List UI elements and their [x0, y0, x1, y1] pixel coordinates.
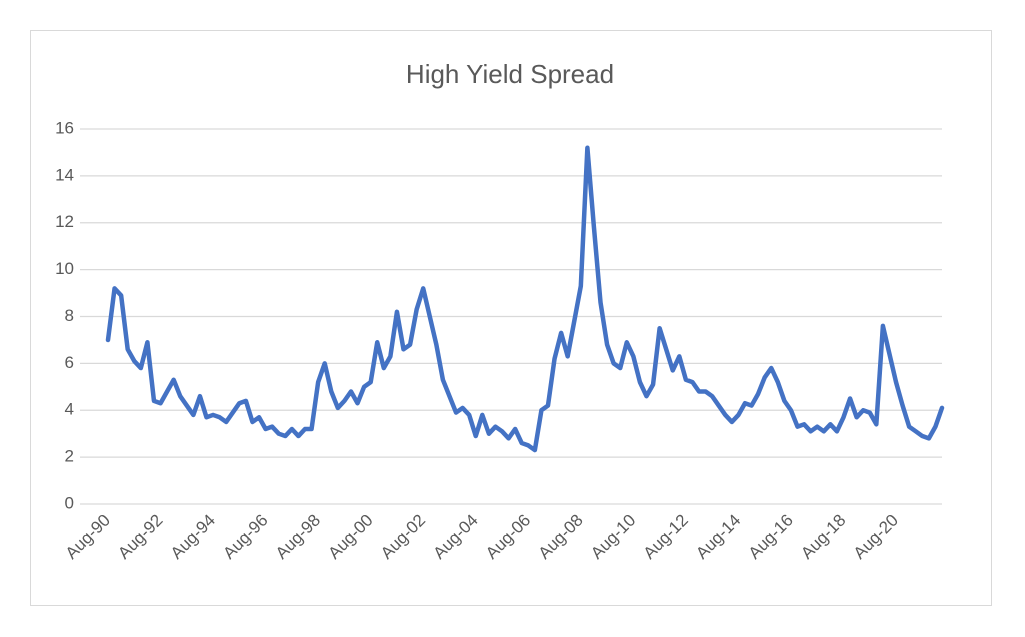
y-tick-label: 0	[65, 493, 74, 512]
y-tick-label: 8	[65, 306, 74, 325]
chart-border	[30, 30, 992, 606]
y-tick-label: 10	[55, 259, 74, 278]
y-tick-label: 14	[55, 165, 74, 184]
y-tick-label: 4	[65, 400, 74, 419]
y-tick-label: 6	[65, 353, 74, 372]
chart-title: High Yield Spread	[406, 59, 614, 89]
y-tick-label: 2	[65, 447, 74, 466]
y-tick-label: 12	[55, 212, 74, 231]
y-tick-label: 16	[55, 118, 74, 137]
data-line	[105, 145, 945, 453]
